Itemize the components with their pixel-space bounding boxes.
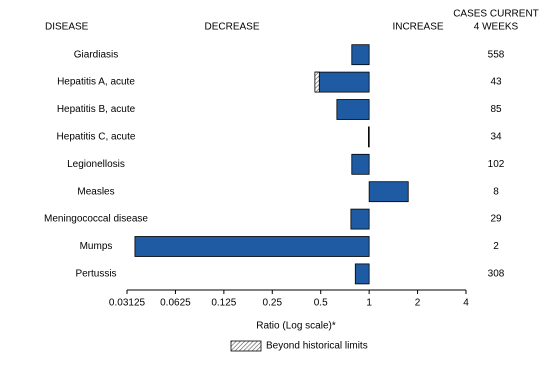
y-tick-label: Measles (77, 186, 114, 197)
bar (336, 99, 370, 120)
y-tick-label: Hepatitis C, acute (57, 132, 136, 143)
cases-value: 558 (488, 49, 505, 60)
bar (351, 153, 370, 175)
cases-value: 85 (490, 104, 502, 115)
legend-swatch (230, 340, 262, 352)
cases-value: 8 (493, 186, 499, 197)
cases-header: 4 WEEKS (474, 22, 519, 33)
bar (368, 126, 370, 148)
y-tick-label: Pertussis (75, 269, 116, 280)
bar (134, 236, 370, 257)
y-tick-label: Meningococcal disease (44, 214, 148, 225)
beyond-limits (314, 71, 320, 93)
x-tick-label: 0.03125 (109, 298, 146, 309)
x-tick-label: 0.125 (211, 298, 236, 309)
cases-value: 102 (488, 159, 505, 170)
x-tick-label: 4 (463, 298, 469, 309)
y-tick-label: Hepatitis B, acute (57, 104, 136, 115)
decrease-label: DECREASE (204, 22, 259, 33)
x-tick-label: 2 (415, 298, 421, 309)
y-tick-label: Giardiasis (74, 49, 118, 60)
y-tick-label: Mumps (80, 241, 113, 252)
bar (314, 71, 370, 93)
cases-value: 43 (490, 77, 502, 88)
cases-header: CASES CURRENT (453, 9, 539, 20)
category-header: DISEASE (45, 22, 89, 33)
x-tick-label: 0.0625 (160, 298, 191, 309)
cases-value: 29 (490, 214, 502, 225)
increase-label: INCREASE (392, 22, 443, 33)
cases-value: 34 (490, 132, 502, 143)
bar (354, 263, 370, 285)
legend-label: Beyond historical limits (266, 341, 368, 352)
x-tick-label: 0.5 (314, 298, 328, 309)
bar (368, 181, 409, 203)
cases-value: 2 (493, 241, 499, 252)
cases-value: 308 (488, 269, 505, 280)
x-axis-label: Ratio (Log scale)* (256, 321, 336, 332)
y-tick-label: Legionellosis (67, 159, 125, 170)
bar (351, 44, 370, 66)
y-tick-label: Hepatitis A, acute (57, 77, 135, 88)
x-tick-label: 1 (366, 298, 372, 309)
bar (350, 208, 370, 230)
x-tick-label: 0.25 (263, 298, 283, 309)
